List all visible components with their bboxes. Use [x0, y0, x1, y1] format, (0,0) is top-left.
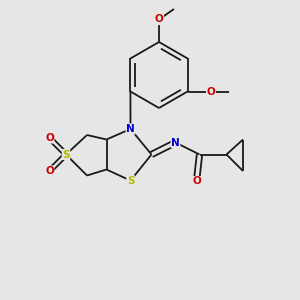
- Text: N: N: [126, 124, 135, 134]
- Text: S: S: [127, 176, 134, 186]
- Text: S: S: [62, 149, 70, 160]
- Text: O: O: [207, 86, 215, 97]
- Text: N: N: [171, 137, 180, 148]
- Text: O: O: [207, 86, 215, 97]
- Text: O: O: [192, 176, 201, 187]
- Text: O: O: [154, 14, 164, 25]
- Text: O: O: [45, 133, 54, 143]
- Text: O: O: [154, 14, 164, 25]
- Text: O: O: [45, 166, 54, 176]
